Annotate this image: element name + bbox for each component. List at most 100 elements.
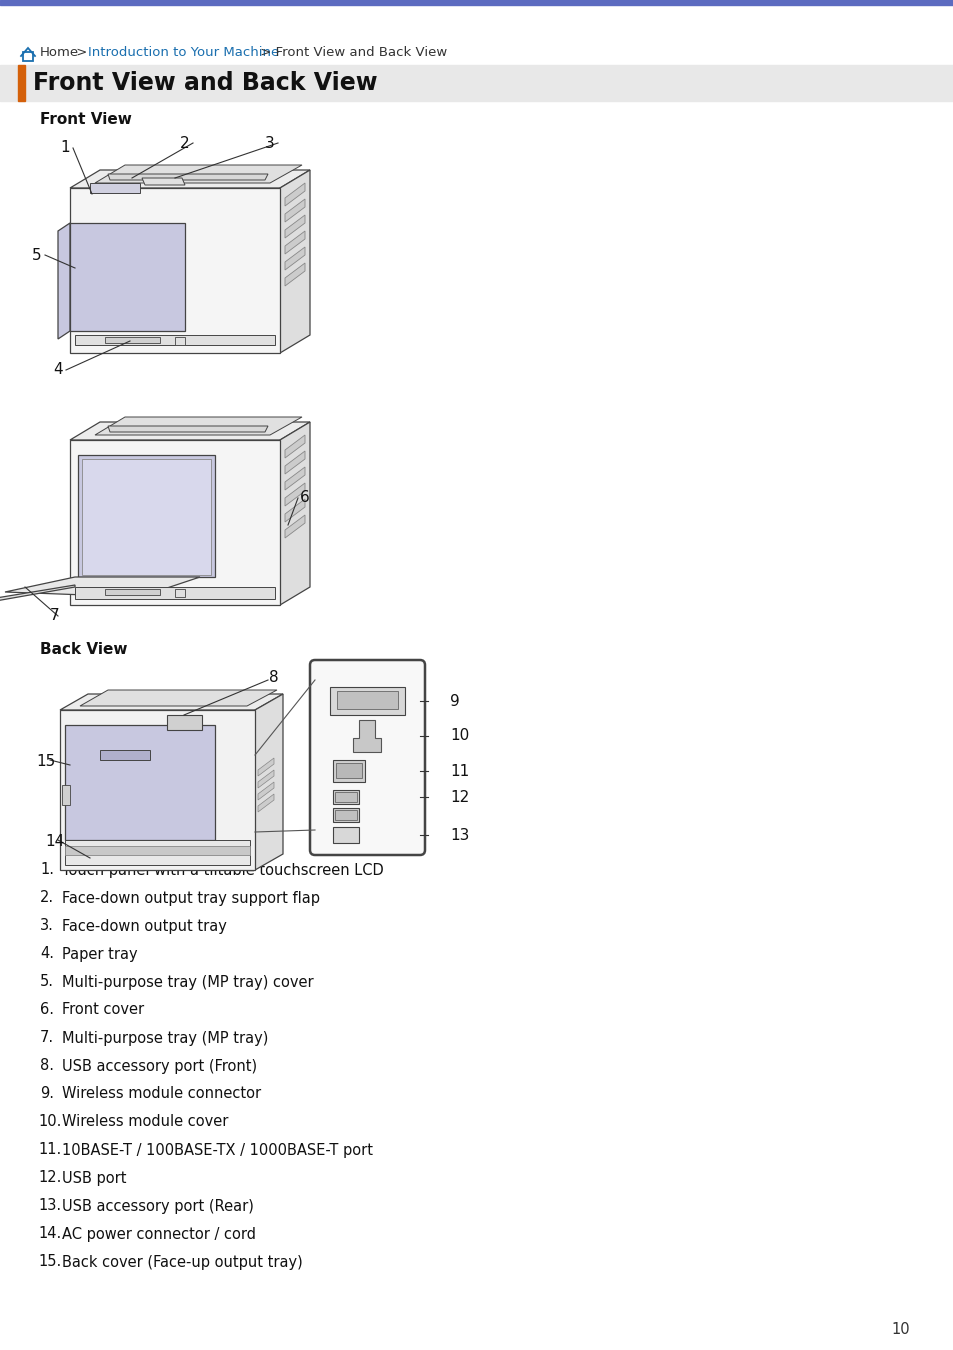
Polygon shape bbox=[0, 585, 75, 602]
Bar bbox=[100, 751, 150, 760]
Polygon shape bbox=[257, 794, 274, 811]
Polygon shape bbox=[70, 170, 310, 188]
Text: Multi-purpose tray (MP tray) cover: Multi-purpose tray (MP tray) cover bbox=[62, 975, 314, 990]
Bar bbox=[174, 589, 185, 597]
Text: 5: 5 bbox=[32, 247, 42, 262]
Polygon shape bbox=[353, 720, 380, 752]
Bar bbox=[167, 716, 202, 730]
Text: USB port: USB port bbox=[62, 1170, 127, 1185]
Polygon shape bbox=[257, 769, 274, 788]
Polygon shape bbox=[108, 174, 268, 180]
Polygon shape bbox=[257, 757, 274, 776]
Text: Face-down output tray support flap: Face-down output tray support flap bbox=[62, 891, 319, 906]
Polygon shape bbox=[108, 427, 268, 432]
Text: Face-down output tray: Face-down output tray bbox=[62, 918, 227, 933]
Polygon shape bbox=[70, 188, 280, 352]
Polygon shape bbox=[254, 694, 283, 869]
Bar bbox=[333, 809, 358, 822]
Bar bbox=[335, 792, 356, 802]
Text: Wireless module cover: Wireless module cover bbox=[62, 1115, 228, 1130]
Polygon shape bbox=[285, 215, 305, 238]
Text: 10: 10 bbox=[890, 1323, 909, 1338]
Polygon shape bbox=[257, 782, 274, 801]
Polygon shape bbox=[65, 840, 250, 865]
Polygon shape bbox=[82, 459, 211, 575]
Text: 9.: 9. bbox=[40, 1087, 54, 1102]
Text: 11.: 11. bbox=[38, 1142, 61, 1157]
Text: 10BASE-T / 100BASE-TX / 1000BASE-T port: 10BASE-T / 100BASE-TX / 1000BASE-T port bbox=[62, 1142, 373, 1157]
Text: > Front View and Back View: > Front View and Back View bbox=[255, 46, 447, 58]
Text: Back cover (Face-up output tray): Back cover (Face-up output tray) bbox=[62, 1254, 302, 1269]
Polygon shape bbox=[5, 576, 200, 597]
Text: 13.: 13. bbox=[38, 1199, 61, 1214]
Text: USB accessory port (Front): USB accessory port (Front) bbox=[62, 1058, 257, 1073]
Text: 6: 6 bbox=[300, 490, 310, 505]
Text: 3.: 3. bbox=[40, 918, 53, 933]
Bar bbox=[62, 784, 70, 805]
Polygon shape bbox=[280, 423, 310, 605]
Text: Touch panel with a tiltable touchscreen LCD: Touch panel with a tiltable touchscreen … bbox=[62, 863, 383, 878]
Polygon shape bbox=[75, 587, 274, 599]
Text: 15.: 15. bbox=[38, 1254, 61, 1269]
Bar bbox=[23, 53, 33, 61]
Bar bbox=[335, 810, 356, 819]
Text: 8.: 8. bbox=[40, 1058, 54, 1073]
Text: AC power connector / cord: AC power connector / cord bbox=[62, 1227, 255, 1242]
Polygon shape bbox=[285, 263, 305, 286]
Polygon shape bbox=[78, 455, 214, 576]
Polygon shape bbox=[285, 514, 305, 539]
Bar bbox=[333, 760, 365, 782]
Text: 1: 1 bbox=[60, 140, 70, 155]
Text: >: > bbox=[71, 46, 91, 58]
Text: 14: 14 bbox=[46, 834, 65, 849]
Polygon shape bbox=[285, 184, 305, 207]
Polygon shape bbox=[285, 500, 305, 522]
Text: 10.: 10. bbox=[38, 1115, 61, 1130]
Text: Front cover: Front cover bbox=[62, 1003, 144, 1018]
Text: 15: 15 bbox=[36, 755, 55, 770]
Bar bbox=[333, 828, 358, 842]
Text: Home: Home bbox=[40, 46, 79, 58]
Polygon shape bbox=[70, 423, 310, 440]
Polygon shape bbox=[95, 165, 302, 184]
Bar bbox=[105, 338, 160, 343]
Text: 8: 8 bbox=[269, 671, 278, 686]
Text: 6.: 6. bbox=[40, 1003, 54, 1018]
Text: Paper tray: Paper tray bbox=[62, 946, 137, 961]
Text: 7.: 7. bbox=[40, 1030, 54, 1045]
Polygon shape bbox=[285, 451, 305, 474]
Polygon shape bbox=[70, 223, 185, 331]
Bar bbox=[18, 65, 25, 101]
Bar bbox=[330, 687, 405, 716]
Text: 13: 13 bbox=[450, 828, 469, 842]
Polygon shape bbox=[285, 198, 305, 221]
Text: Front View and Back View: Front View and Back View bbox=[33, 72, 377, 94]
Polygon shape bbox=[90, 184, 140, 193]
Text: 3: 3 bbox=[265, 135, 274, 150]
Bar bbox=[0, 0, 953, 5]
Polygon shape bbox=[285, 467, 305, 490]
Text: USB accessory port (Rear): USB accessory port (Rear) bbox=[62, 1199, 253, 1214]
Bar bbox=[0, 65, 953, 101]
Polygon shape bbox=[70, 440, 280, 605]
Text: 9: 9 bbox=[450, 694, 459, 709]
Text: 4.: 4. bbox=[40, 946, 54, 961]
Polygon shape bbox=[285, 247, 305, 270]
Polygon shape bbox=[75, 335, 274, 346]
Text: 10: 10 bbox=[450, 729, 469, 744]
Polygon shape bbox=[60, 694, 283, 710]
Polygon shape bbox=[285, 483, 305, 506]
FancyBboxPatch shape bbox=[310, 660, 424, 855]
Polygon shape bbox=[80, 690, 276, 706]
Bar bbox=[335, 763, 361, 778]
Text: 2: 2 bbox=[180, 135, 190, 150]
Text: Back View: Back View bbox=[40, 643, 128, 657]
Bar bbox=[336, 691, 397, 709]
Text: Introduction to Your Machine: Introduction to Your Machine bbox=[88, 46, 279, 58]
Polygon shape bbox=[285, 435, 305, 458]
Polygon shape bbox=[65, 725, 214, 840]
Text: Front View: Front View bbox=[40, 112, 132, 127]
Text: Multi-purpose tray (MP tray): Multi-purpose tray (MP tray) bbox=[62, 1030, 268, 1045]
Polygon shape bbox=[285, 231, 305, 254]
Text: 5.: 5. bbox=[40, 975, 54, 990]
